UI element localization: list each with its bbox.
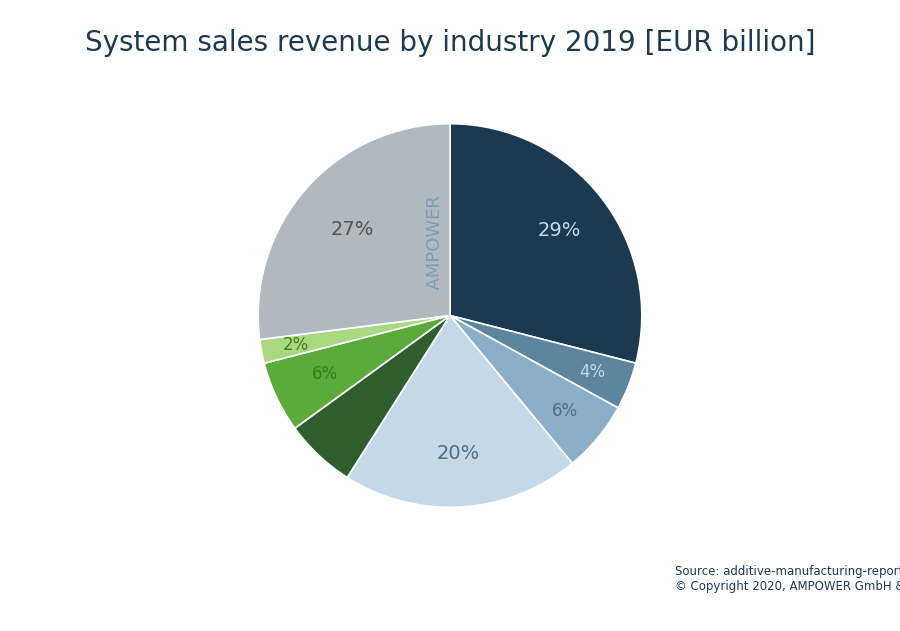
Text: 27%: 27% (330, 220, 374, 239)
Wedge shape (265, 316, 450, 428)
Wedge shape (450, 316, 635, 408)
Text: 6%: 6% (342, 407, 368, 425)
Text: Source: additive-manufacturing-report.com
© Copyright 2020, AMPOWER GmbH & Co. K: Source: additive-manufacturing-report.co… (675, 565, 900, 593)
Wedge shape (450, 316, 618, 463)
Wedge shape (260, 316, 450, 363)
Text: 2%: 2% (283, 336, 309, 354)
Wedge shape (450, 124, 642, 363)
Wedge shape (295, 316, 450, 478)
Title: System sales revenue by industry 2019 [EUR billion]: System sales revenue by industry 2019 [E… (85, 29, 815, 57)
Text: 29%: 29% (537, 221, 580, 240)
Text: 6%: 6% (312, 365, 338, 383)
Text: 20%: 20% (437, 444, 481, 463)
Text: AMPOWER: AMPOWER (426, 196, 444, 301)
Text: 4%: 4% (580, 363, 606, 381)
Text: 6%: 6% (553, 402, 579, 420)
Wedge shape (258, 124, 450, 339)
Wedge shape (347, 316, 572, 507)
